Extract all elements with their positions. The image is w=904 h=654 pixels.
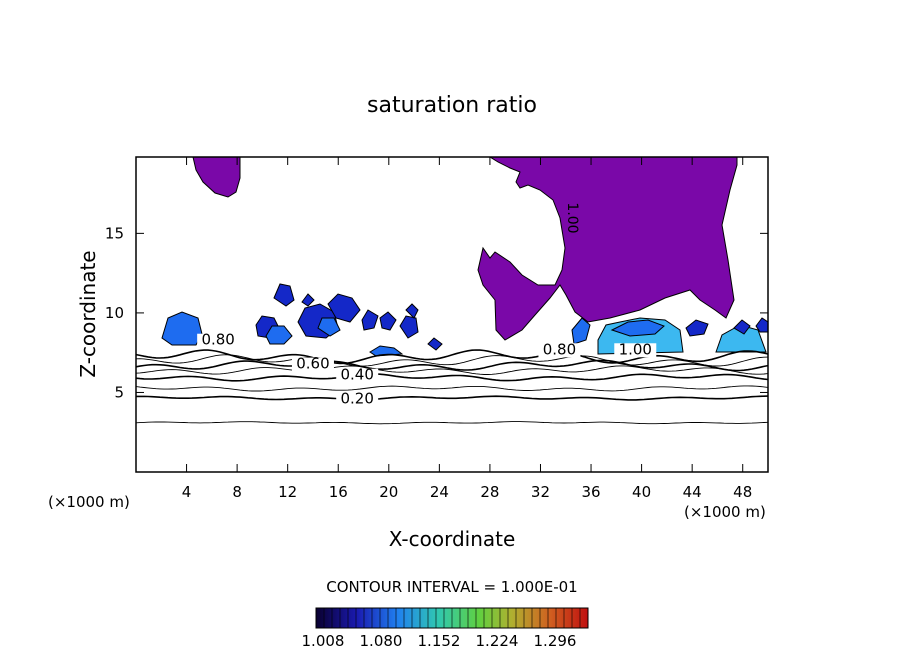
contour-lines xyxy=(136,349,768,425)
x-axis-label: X-coordinate xyxy=(389,527,516,551)
contour-labels: 0.20 0.40 0.60 0.80 0.80 1.00 1.00 xyxy=(197,202,657,408)
plot-frame xyxy=(135,156,769,473)
supersaturated-patch xyxy=(405,303,419,319)
y-tick-label: 10 xyxy=(105,304,124,322)
contour-label: 1.00 xyxy=(619,340,652,358)
x-tick-label: 44 xyxy=(683,483,702,501)
x-tick-label: 16 xyxy=(329,483,348,501)
contour-line xyxy=(136,385,768,392)
supersaturated-patch xyxy=(317,317,341,337)
contour-label-bg xyxy=(614,343,657,358)
supersaturated-patch xyxy=(571,317,591,345)
contour-label-bg xyxy=(336,368,379,383)
contour-line xyxy=(136,395,768,401)
supersaturated-patch xyxy=(273,283,295,307)
contour-label: 0.80 xyxy=(201,331,234,349)
supersaturation-region-right xyxy=(477,157,738,341)
y-tick-label: 5 xyxy=(114,383,124,401)
y-axis-label: Z-coordinate xyxy=(76,250,100,377)
contour-line xyxy=(136,354,768,367)
contour-label: 0.40 xyxy=(340,366,373,384)
contour-label-bg xyxy=(291,357,334,372)
contour-label: 0.20 xyxy=(340,390,373,408)
contour-label-bg xyxy=(538,343,581,358)
contour-line xyxy=(136,421,768,425)
supersaturated-patch xyxy=(733,319,751,335)
supersaturated-patch xyxy=(301,293,315,307)
y-axis-ticks: 5 10 15 xyxy=(105,224,768,401)
x-tick-label: 40 xyxy=(632,483,651,501)
colorbar-label: 1.080 xyxy=(360,632,403,650)
supersaturated-patch xyxy=(265,325,293,345)
contour-label: 0.80 xyxy=(543,340,576,358)
y-tick-label: 15 xyxy=(105,224,124,242)
supersaturation-region-top-left xyxy=(192,157,241,198)
x-tick-label: 4 xyxy=(182,483,192,501)
colorbar-label: 1.152 xyxy=(418,632,461,650)
x-tick-label: 8 xyxy=(232,483,242,501)
x-tick-label: 12 xyxy=(278,483,297,501)
contour-line xyxy=(136,349,768,365)
x-tick-label: 24 xyxy=(430,483,449,501)
colorbar-label: 1.296 xyxy=(534,632,577,650)
contour-label-rotated: 1.00 xyxy=(564,202,580,233)
chart-title: saturation ratio xyxy=(367,93,537,118)
x-axis-ticks: 4 8 12 16 20 24 28 32 36 40 44 48 xyxy=(182,157,752,501)
colorbar-label: 1.008 xyxy=(302,632,345,650)
supersaturated-patch xyxy=(361,309,379,331)
contour-label-bg xyxy=(197,333,240,348)
supersaturated-patch xyxy=(399,315,419,339)
contour-label: 0.60 xyxy=(296,355,329,373)
x-unit-right: (×1000 m) xyxy=(684,503,766,521)
x-tick-label: 48 xyxy=(733,483,752,501)
supersaturated-patch xyxy=(610,319,665,337)
supersaturated-patch xyxy=(369,345,404,357)
contour-line xyxy=(136,359,768,372)
supersaturated-patch xyxy=(161,311,203,346)
x-tick-label: 28 xyxy=(480,483,499,501)
colorbar-label: 1.224 xyxy=(476,632,519,650)
x-unit-left: (×1000 m) xyxy=(48,493,130,511)
x-tick-label: 20 xyxy=(379,483,398,501)
supersaturated-patch xyxy=(327,293,361,323)
contour-interval-note: CONTOUR INTERVAL = 1.000E-01 xyxy=(326,578,577,596)
contour-line xyxy=(136,365,768,375)
x-tick-label: 36 xyxy=(581,483,600,501)
supersaturated-patch xyxy=(685,319,709,337)
colorbar-ticks xyxy=(323,608,581,628)
plot-field xyxy=(136,157,768,425)
contour-line xyxy=(136,373,768,382)
contour-label-bg xyxy=(336,392,379,407)
colorbar-labels: 1.008 1.080 1.152 1.224 1.296 xyxy=(302,632,577,650)
supersaturated-patch xyxy=(755,317,768,333)
supersaturated-patch xyxy=(379,311,397,331)
supersaturated-patch xyxy=(427,337,443,351)
x-tick-label: 32 xyxy=(531,483,550,501)
